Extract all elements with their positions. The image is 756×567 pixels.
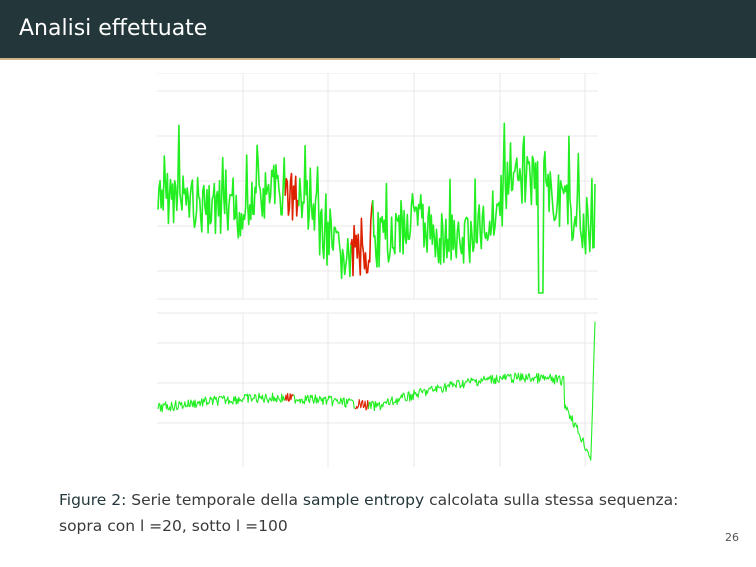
series-segment xyxy=(157,124,286,239)
bottom-series-l100 xyxy=(157,321,596,461)
series-segment xyxy=(372,122,596,294)
figure-label: Figure 2: xyxy=(59,491,127,509)
highlighted-segment xyxy=(284,172,300,221)
series-segment xyxy=(293,394,356,409)
top-series-l20 xyxy=(157,122,596,294)
page-number: 26 xyxy=(725,531,739,544)
caption-text-1: Serie temporale della xyxy=(126,491,303,509)
bottom-panel-grid xyxy=(157,312,598,467)
caption-text-2: calcolata sulla stessa sequenza: sopra c… xyxy=(59,491,679,535)
title-underline xyxy=(0,58,560,60)
series-segment xyxy=(298,144,352,280)
figure-caption: Figure 2: Serie temporale della sample e… xyxy=(59,487,679,539)
caption-emphasis: sample entropy xyxy=(302,491,425,509)
highlighted-segment xyxy=(354,399,370,411)
entropy-figure xyxy=(157,73,598,467)
slide-title: Analisi effettuate xyxy=(19,16,208,41)
highlighted-segment xyxy=(350,199,374,277)
slide-title-bar: Analisi effettuate xyxy=(0,0,756,58)
series-segment xyxy=(157,392,286,413)
series-segment xyxy=(367,321,596,461)
highlighted-segment xyxy=(284,392,295,402)
